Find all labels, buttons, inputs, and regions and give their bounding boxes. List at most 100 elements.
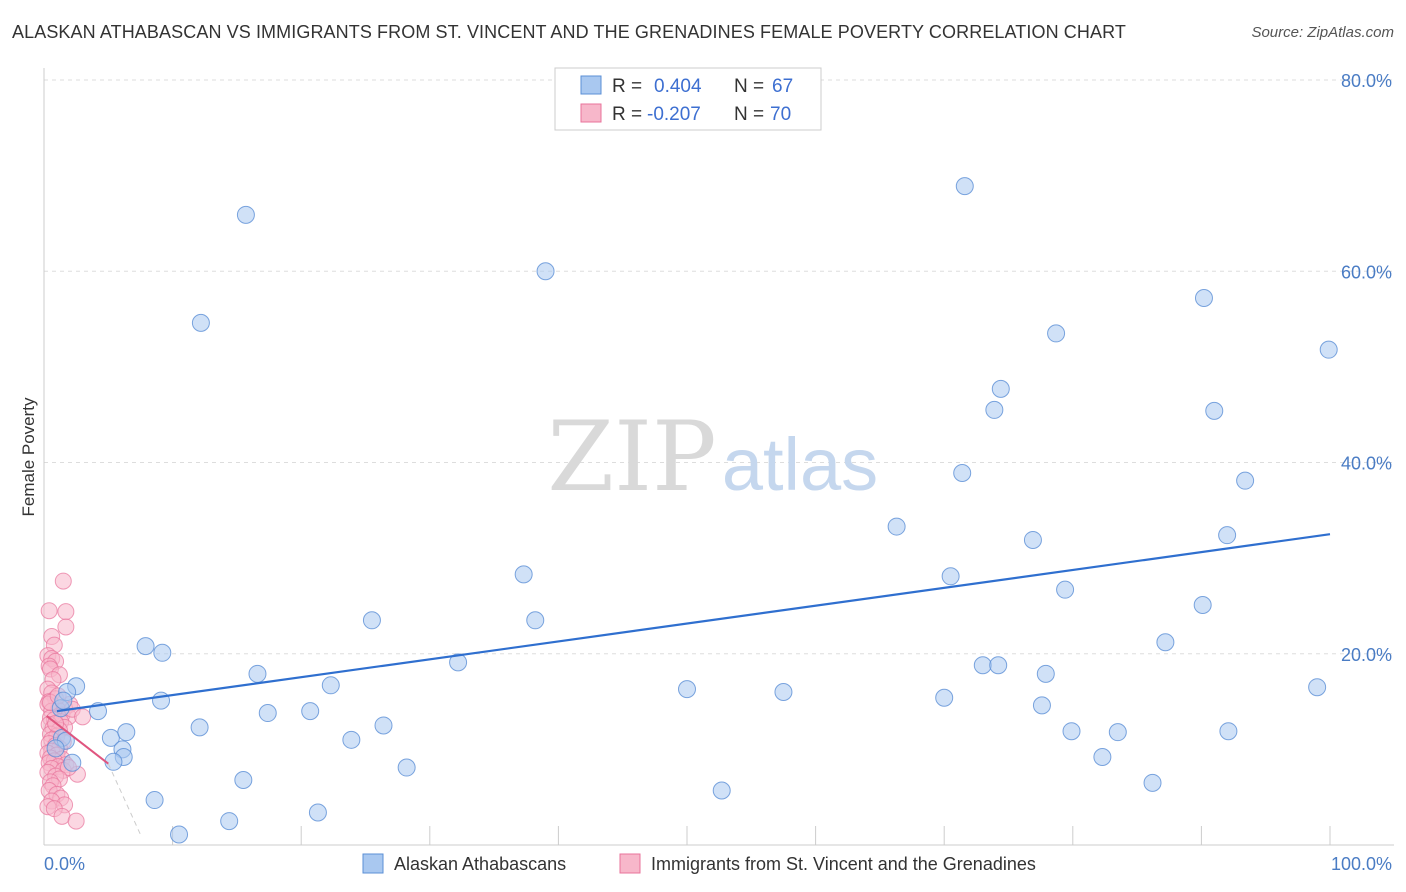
legend-n-value-1: 67	[772, 76, 793, 97]
data-point-athabascan	[887, 517, 906, 536]
data-point-athabascan	[1236, 471, 1255, 490]
chart-title: ALASKAN ATHABASCAN VS IMMIGRANTS FROM ST…	[12, 22, 1126, 42]
data-point-athabascan	[514, 565, 533, 584]
grid	[44, 79, 1394, 655]
legend-swatch-blue	[580, 75, 602, 95]
data-point-athabascan	[152, 691, 171, 710]
data-point-athabascan	[1205, 401, 1224, 420]
data-point-athabascan	[1036, 664, 1055, 683]
data-point-immigrants	[57, 603, 75, 621]
data-point-athabascan	[985, 400, 1004, 419]
data-point-immigrants	[67, 812, 85, 830]
trend-lines	[45, 533, 1331, 838]
legend-r-value-2: -0.207	[647, 104, 701, 125]
data-point-athabascan	[1093, 748, 1112, 767]
legend: R = 0.404 N = 67 R = -0.207 N = 70	[554, 67, 822, 131]
bottom-legend-swatch-blue	[362, 853, 384, 874]
data-point-athabascan	[321, 676, 340, 695]
bottom-legend: Alaskan Athabascans Immigrants from St. …	[362, 853, 1036, 874]
data-point-athabascan	[989, 656, 1008, 675]
data-point-athabascan	[220, 812, 239, 831]
tick-labels: 20.0% 40.0% 60.0% 80.0% 0.0% 100.0%	[44, 71, 1392, 874]
data-point-athabascan	[1193, 595, 1212, 614]
data-point-athabascan	[536, 262, 555, 281]
data-point-athabascan	[374, 716, 393, 735]
data-point-athabascan	[63, 753, 82, 772]
data-point-athabascan	[991, 379, 1010, 398]
data-point-athabascan	[46, 739, 65, 758]
data-point-athabascan	[1219, 722, 1238, 741]
data-point-athabascan	[1143, 773, 1162, 792]
data-point-athabascan	[1108, 723, 1127, 742]
watermark-zip: ZIP	[547, 401, 716, 513]
data-point-athabascan	[170, 825, 189, 844]
legend-n-label-2: N =	[734, 104, 764, 125]
data-point-athabascan	[117, 723, 136, 742]
legend-swatch-pink	[580, 103, 602, 123]
y-tick-label: 20.0%	[1341, 645, 1392, 665]
data-point-athabascan	[153, 643, 172, 662]
data-point-athabascan	[712, 781, 731, 800]
data-point-athabascan	[1308, 678, 1327, 697]
legend-n-label-1: N =	[734, 76, 764, 97]
data-point-athabascan	[941, 567, 960, 586]
data-point-athabascan	[54, 691, 73, 710]
data-point-athabascan	[308, 803, 327, 822]
data-point-athabascan	[1156, 633, 1175, 652]
data-point-athabascan	[1047, 324, 1066, 343]
source-label: Source: ZipAtlas.com	[1251, 24, 1394, 41]
data-point-immigrants	[54, 572, 72, 590]
axes	[43, 68, 1394, 846]
data-point-immigrants	[57, 618, 75, 636]
data-point-athabascan	[104, 752, 123, 771]
data-point-athabascan	[449, 653, 468, 672]
data-point-athabascan	[953, 464, 972, 483]
watermark-atlas: atlas	[722, 423, 878, 506]
data-point-athabascan	[301, 702, 320, 721]
data-point-athabascan	[234, 770, 253, 789]
data-point-athabascan	[362, 611, 381, 630]
data-point-immigrants	[53, 807, 71, 825]
x-tick-label: 100.0%	[1331, 854, 1392, 874]
data-point-athabascan	[526, 611, 545, 630]
legend-r-label-1: R =	[612, 76, 642, 97]
x-tick-label: 0.0%	[44, 854, 85, 874]
data-point-athabascan	[1218, 526, 1237, 545]
y-tick-label: 40.0%	[1341, 454, 1392, 474]
data-point-athabascan	[258, 704, 277, 723]
data-point-athabascan	[1319, 340, 1338, 359]
trend-line-immigrants-extension	[107, 763, 143, 838]
data-point-athabascan	[248, 664, 267, 683]
data-point-athabascan	[397, 758, 416, 777]
data-point-athabascan	[678, 680, 696, 699]
y-tick-label: 80.0%	[1341, 71, 1392, 91]
bottom-legend-label-1: Alaskan Athabascans	[394, 854, 566, 874]
legend-n-value-2: 70	[770, 104, 791, 125]
data-point-athabascan	[342, 730, 361, 749]
data-point-athabascan	[774, 683, 793, 701]
data-point-athabascan	[1062, 722, 1081, 741]
series-athabascan-points	[46, 177, 1338, 844]
data-point-immigrants	[74, 708, 92, 726]
bottom-legend-label-2: Immigrants from St. Vincent and the Gren…	[651, 854, 1036, 874]
trend-line-athabascan	[56, 533, 1331, 713]
legend-r-label-2: R =	[612, 104, 642, 125]
data-point-athabascan	[145, 791, 164, 810]
data-point-athabascan	[1023, 530, 1042, 549]
y-axis-label: Female Poverty	[19, 397, 38, 517]
data-point-immigrants	[40, 602, 58, 620]
data-point-athabascan	[935, 688, 954, 707]
watermark: ZIP atlas	[547, 401, 878, 513]
data-point-athabascan	[1032, 696, 1051, 715]
data-point-athabascan	[1194, 289, 1213, 308]
data-point-athabascan	[136, 637, 155, 656]
data-point-athabascan	[236, 205, 255, 224]
data-point-athabascan	[1056, 580, 1075, 599]
bottom-legend-swatch-pink	[619, 853, 641, 874]
data-point-athabascan	[191, 313, 210, 332]
trend-line-immigrants	[45, 715, 109, 765]
legend-r-value-1: 0.404	[654, 76, 702, 97]
y-tick-label: 60.0%	[1341, 262, 1392, 282]
data-point-athabascan	[190, 718, 209, 737]
